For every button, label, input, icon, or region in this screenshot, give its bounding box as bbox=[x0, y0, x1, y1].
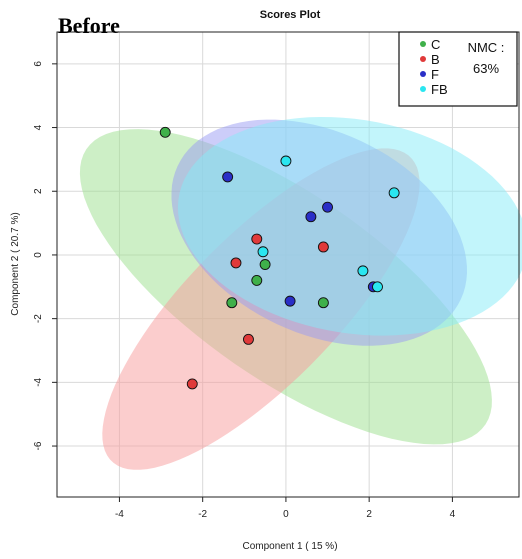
legend-box bbox=[398, 31, 518, 107]
point-c bbox=[259, 259, 271, 270]
legend-marker-fb bbox=[420, 86, 426, 92]
legend-label-c: C bbox=[431, 37, 440, 52]
point-f bbox=[222, 171, 234, 183]
y-axis-label: Component 2 ( 20.7 %) bbox=[10, 212, 21, 315]
tick-layer: -4 -2 0 2 4 -6 -4 -2 0 2 4 6 bbox=[33, 61, 456, 520]
legend-label-f: F bbox=[431, 67, 439, 82]
legend-label-b: B bbox=[431, 52, 440, 67]
y-tick-label: 4 bbox=[33, 124, 44, 130]
point-b bbox=[251, 233, 263, 245]
legend-label-fb: FB bbox=[431, 82, 448, 97]
x-tick-label: 0 bbox=[283, 509, 289, 520]
point-fb bbox=[257, 246, 269, 258]
x-axis-label: Component 1 ( 15 %) bbox=[242, 541, 337, 552]
point-f bbox=[284, 295, 296, 307]
point-b bbox=[317, 241, 329, 253]
legend-annotation-line-1: NMC : bbox=[468, 40, 505, 55]
x-tick-label: 2 bbox=[366, 509, 372, 520]
x-tick-label: -2 bbox=[198, 509, 207, 520]
y-tick-label: -6 bbox=[33, 441, 44, 450]
legend-marker-b bbox=[420, 56, 426, 62]
y-tick-label: 6 bbox=[33, 61, 44, 67]
ellipse-layer bbox=[79, 117, 522, 470]
y-tick-label: -4 bbox=[33, 377, 44, 386]
point-b bbox=[186, 378, 198, 390]
point-c bbox=[226, 297, 238, 309]
point-b bbox=[243, 333, 254, 345]
legend-marker-c bbox=[420, 41, 426, 47]
point-fb bbox=[280, 155, 292, 167]
point-f bbox=[305, 211, 317, 223]
before-label: Before bbox=[58, 13, 120, 38]
chart-title: Scores Plot bbox=[260, 9, 321, 21]
x-tick-label: -4 bbox=[115, 509, 124, 520]
y-tick-label: -2 bbox=[33, 314, 44, 323]
x-tick-label: 4 bbox=[450, 509, 456, 520]
point-c bbox=[317, 297, 329, 309]
plot-frame bbox=[56, 31, 520, 498]
point-c bbox=[251, 274, 263, 286]
y-tick-label: 2 bbox=[33, 188, 44, 194]
point-fb bbox=[372, 281, 383, 293]
point-f bbox=[322, 201, 333, 213]
legend-marker-f bbox=[420, 71, 426, 77]
point-c bbox=[159, 126, 171, 138]
ellipse-fb bbox=[177, 117, 522, 336]
y-tick-label: 0 bbox=[33, 252, 44, 258]
point-b bbox=[230, 257, 242, 269]
point-fb bbox=[357, 265, 369, 277]
legend-annotation-line-2: 63% bbox=[473, 61, 499, 76]
point-fb bbox=[388, 187, 400, 199]
point-layer bbox=[159, 126, 400, 390]
